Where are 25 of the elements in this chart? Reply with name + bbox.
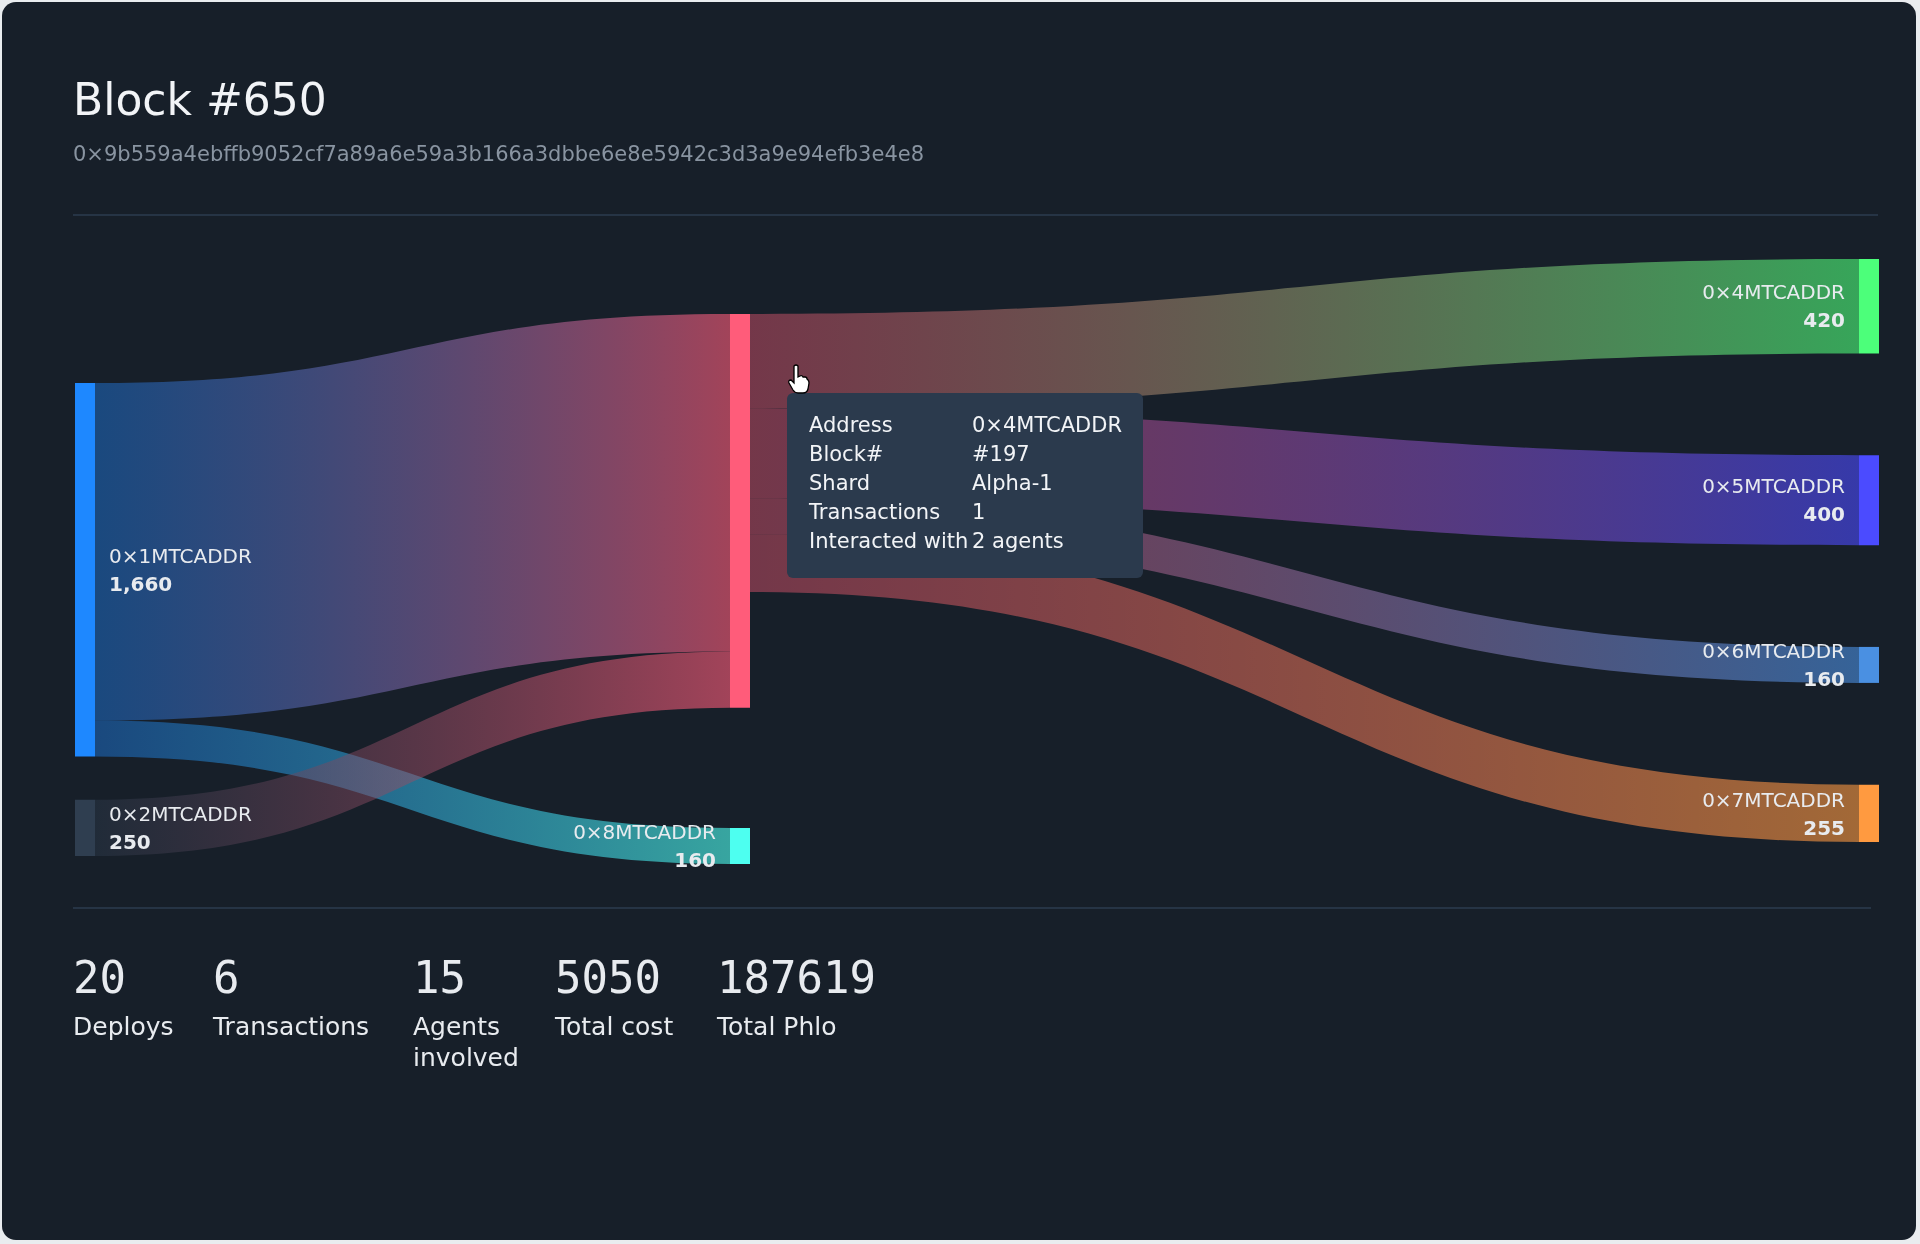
category-label: 0×1MTCADDR [109,543,252,568]
data-label: 6 [213,952,241,1003]
tooltip-box: Address 0×4MTCADDR Block# #197 Shard Alpha-1 Transactions 1 Interacted with 2 agents [787,393,1143,578]
text: Block #650 [73,74,327,125]
category-label: 0×8MTCADDR [573,820,717,845]
category-label: 0×5MTCADDR [1702,474,1846,499]
category-label: Total cost [555,1011,675,1042]
data-label: 255 [1803,815,1845,840]
category-label: Deploys [73,1011,175,1042]
data-label: 1,660 [109,571,173,596]
category-label: 0×7MTCADDR [1702,787,1846,812]
text: 0×9b559a4ebffb9052cf7a89a6e59a3b166a3dbbe6e8e5942c3d3a9e94efb3e4e8 [73,142,925,166]
data-label: 20 [73,952,127,1003]
data-label: 5050 [555,952,662,1003]
category-label: Agents involved [413,1011,520,1073]
data-label: 250 [109,830,151,855]
data-label: 187619 [717,952,876,1003]
category-label: 0×6MTCADDR [1702,639,1846,664]
data-label: 400 [1803,502,1845,527]
category-label: 0×2MTCADDR [109,802,252,827]
category-label: Transactions [213,1011,370,1042]
category-label: 0×4MTCADDR [1702,280,1846,305]
data-label: 15 [413,952,467,1003]
category-label: Total Phlo [717,1011,838,1042]
data-label: 420 [1803,308,1845,333]
